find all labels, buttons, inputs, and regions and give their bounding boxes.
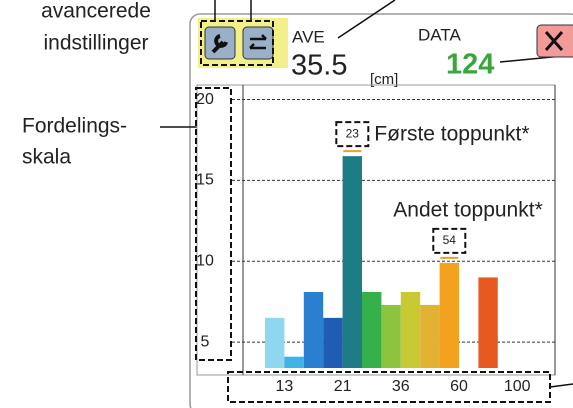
- callout-text: avancerede: [41, 0, 151, 23]
- y-tick-label: 20: [196, 91, 214, 108]
- swap-icon: [249, 34, 267, 50]
- data-label: DATA: [418, 25, 461, 44]
- data-value: 124: [446, 49, 494, 81]
- callout-box: [335, 121, 370, 148]
- callout-box: [227, 371, 551, 403]
- x-tick-label: 36: [392, 378, 410, 395]
- leader-line: [337, 0, 396, 39]
- bar: [420, 304, 440, 368]
- x-tick-label: 21: [334, 378, 352, 395]
- bar: [478, 277, 498, 368]
- bar: [362, 291, 382, 368]
- x-tick-label: 13: [276, 378, 294, 395]
- device-panel: [189, 13, 573, 408]
- close-icon: [544, 31, 564, 51]
- y-tick-label: 5: [201, 333, 210, 350]
- bar: [265, 317, 285, 368]
- callout-text: Andet toppunkt*: [393, 198, 542, 221]
- leader-line: [549, 383, 573, 388]
- swap-button[interactable]: [242, 26, 274, 60]
- y-tick-label: 15: [196, 172, 214, 189]
- bar: [439, 262, 459, 368]
- bar: [323, 317, 343, 368]
- bar: [303, 291, 324, 368]
- bar: [284, 356, 304, 368]
- callout-box: [432, 227, 467, 254]
- peak-size: 23: [346, 126, 360, 140]
- callout-text: skala: [22, 146, 71, 169]
- callout-box: [195, 87, 232, 361]
- wrench-icon: [211, 34, 228, 54]
- callout-text: indstillinger: [43, 32, 148, 55]
- unit: [cm]: [370, 71, 398, 88]
- peak-size: 54: [443, 233, 457, 247]
- x-tick-label: 60: [450, 378, 468, 395]
- x-tick-label: 100: [504, 378, 531, 395]
- bar: [400, 291, 421, 368]
- ave-value: 35.5: [291, 50, 347, 82]
- bar: [342, 156, 362, 368]
- callout-text: Fordelings-: [22, 115, 127, 138]
- callout-text: Første toppunkt*: [374, 123, 529, 146]
- y-tick-label: 10: [196, 252, 214, 269]
- callout-box: [200, 20, 274, 66]
- ave-label: AVE: [292, 27, 325, 46]
- bar: [381, 304, 401, 368]
